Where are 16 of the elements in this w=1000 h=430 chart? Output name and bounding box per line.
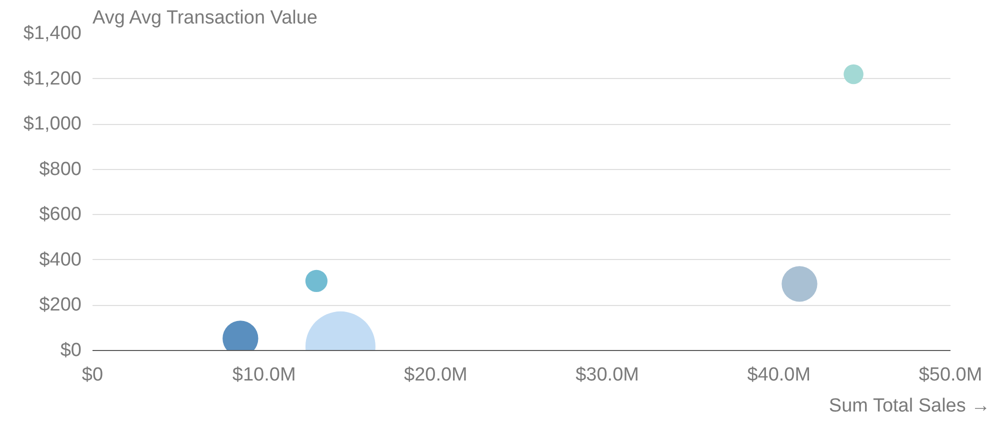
y-tick-label: $1,000: [23, 114, 82, 135]
x-tick-label: $30.0M: [576, 364, 639, 386]
y-tick-label: $1,400: [23, 23, 82, 44]
x-axis-title: Sum Total Sales →: [828, 396, 990, 416]
y-tick-label: $600: [39, 204, 82, 226]
x-tick-label: $50.0M: [918, 364, 982, 386]
x-tick-label: $0: [82, 364, 104, 386]
y-tick-label: $800: [39, 158, 82, 180]
y-tick-label: $0: [60, 340, 82, 361]
x-tick-label: $40.0M: [747, 364, 811, 386]
x-tick-label: $10.0M: [232, 364, 296, 386]
x-tick-label: $20.0M: [404, 364, 468, 386]
y-axis-title: Avg Avg Transaction Value: [92, 8, 318, 28]
y-tick-label: $200: [39, 294, 82, 316]
y-tick-label: $1,200: [23, 68, 82, 90]
y-tick-label: $400: [39, 249, 82, 270]
